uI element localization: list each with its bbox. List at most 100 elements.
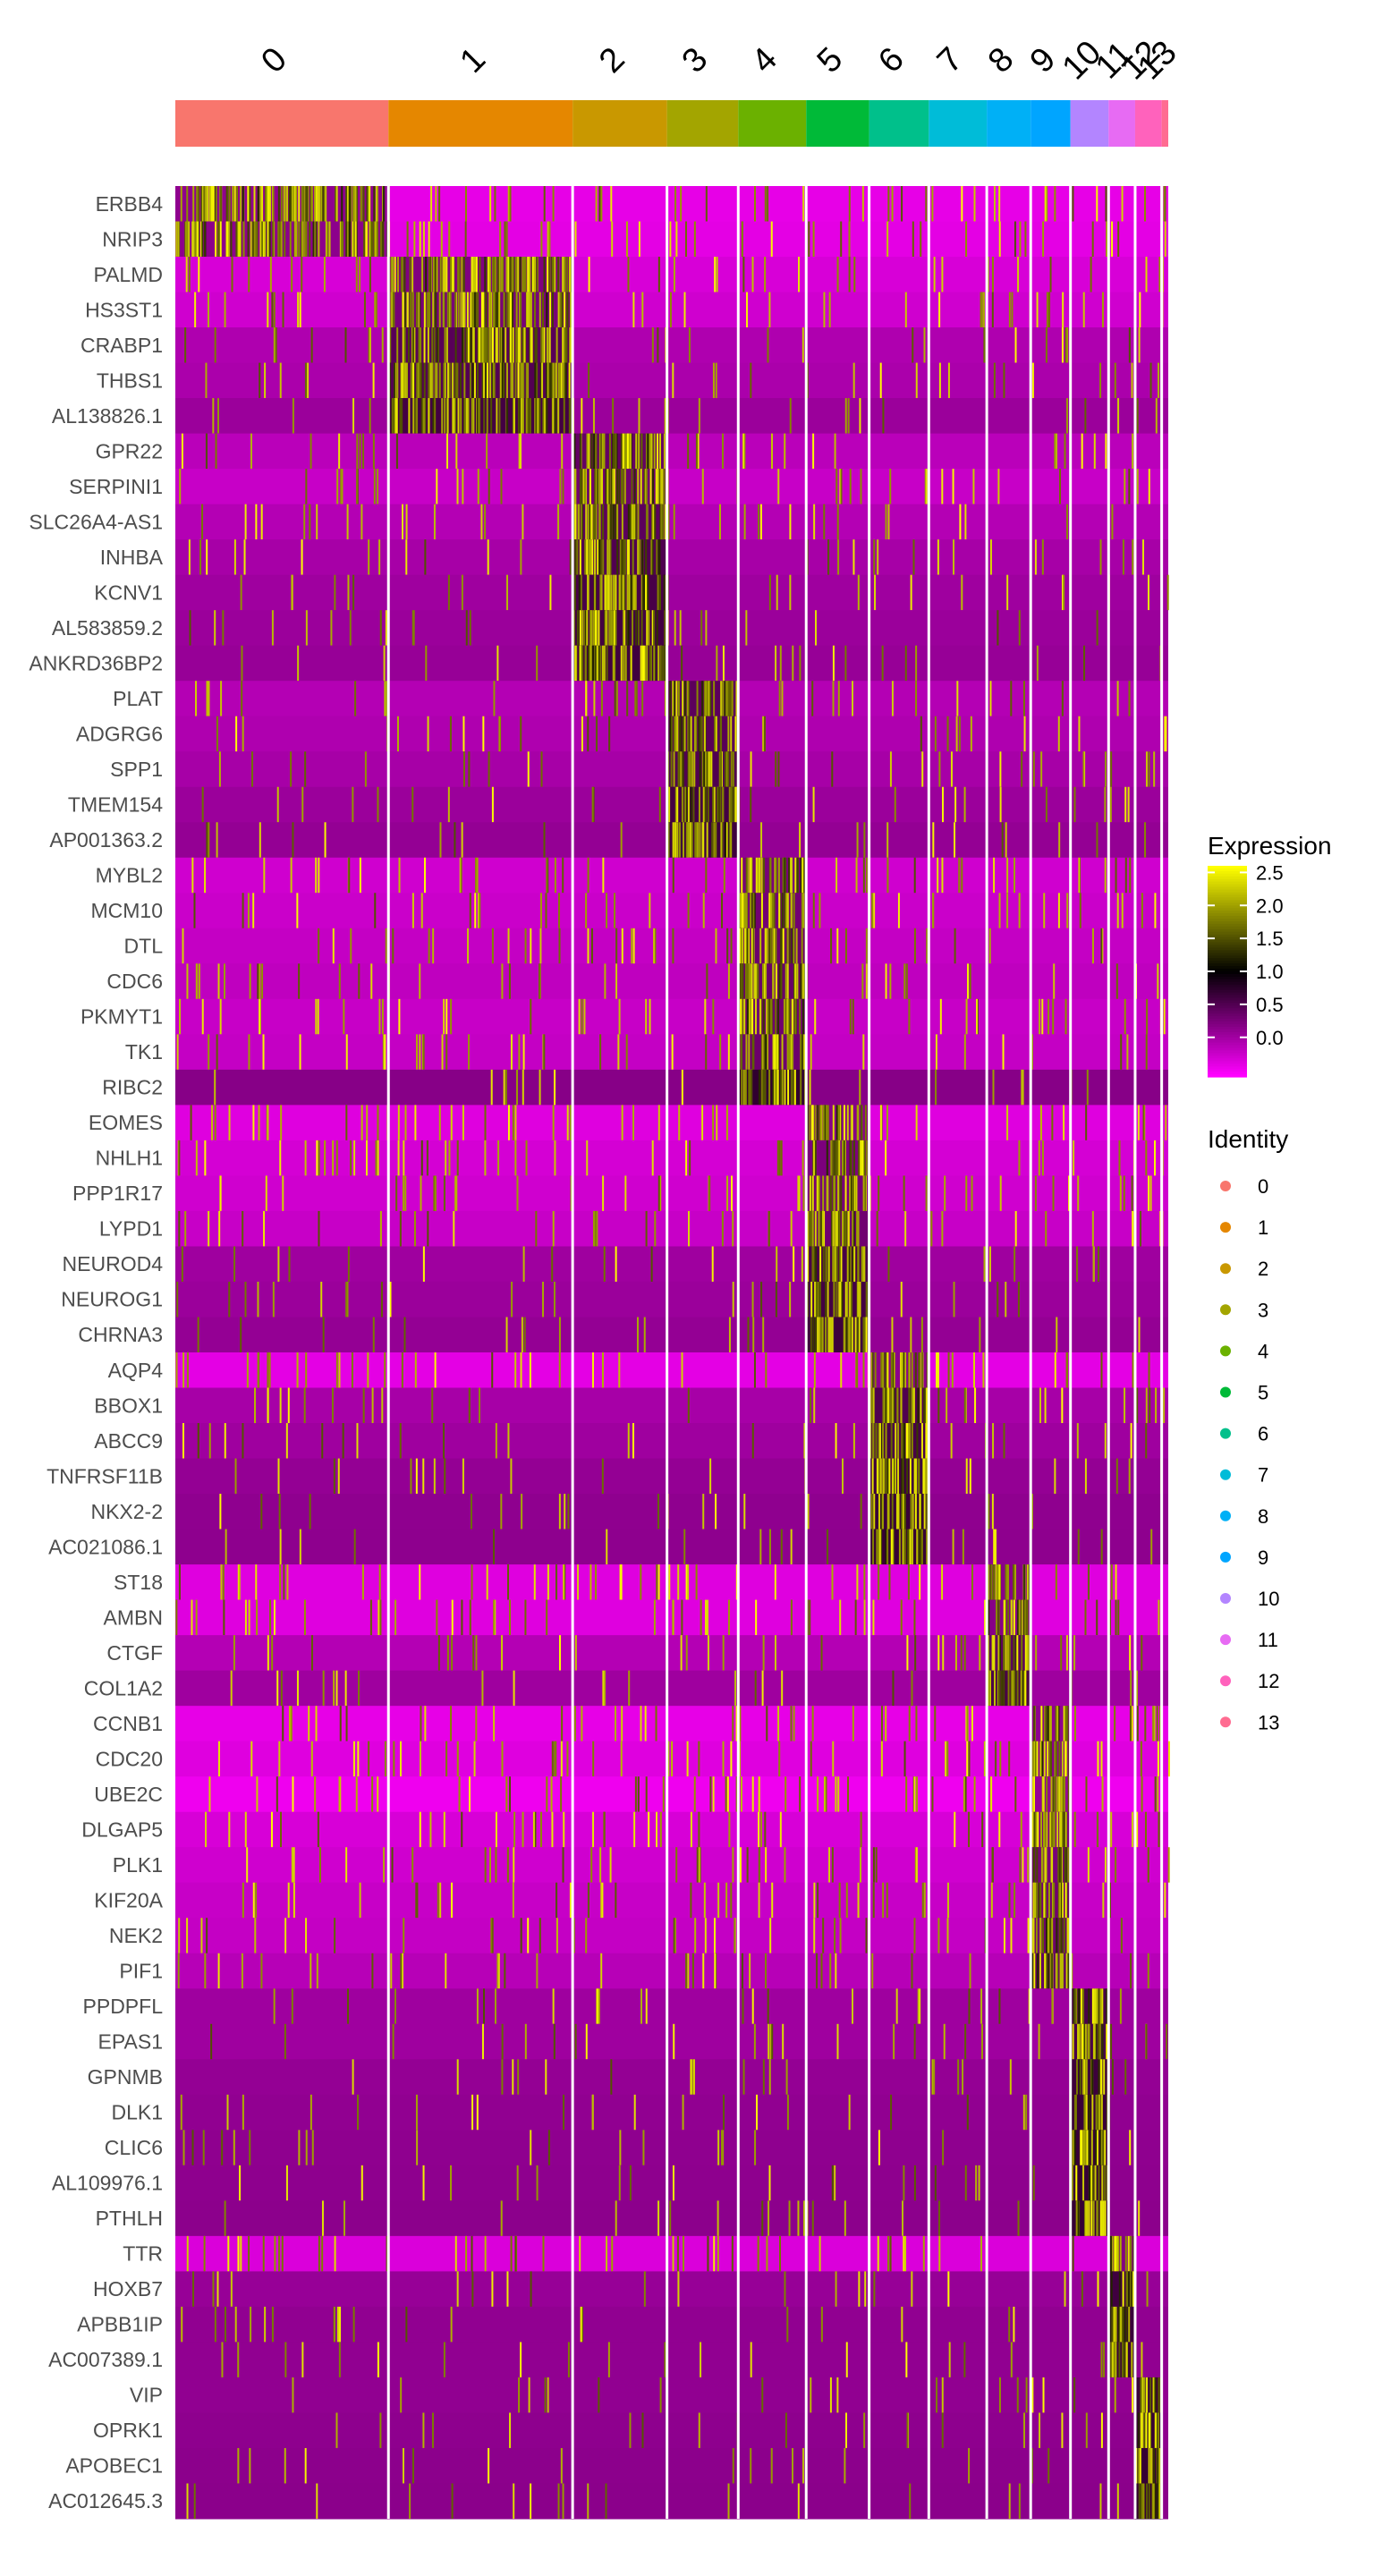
heatmap-cell-block [1070, 1210, 1109, 1247]
heatmap-cell-block [738, 1670, 807, 1707]
heatmap-cell [822, 1918, 825, 1953]
heatmap-cell [827, 1105, 829, 1140]
heatmap-cell [1064, 998, 1067, 1035]
heatmap-cell [645, 998, 648, 1035]
heatmap-cell [514, 1140, 517, 1176]
heatmap-cell [1021, 1599, 1023, 1636]
heatmap-cell [498, 716, 501, 752]
heatmap-cell [714, 257, 717, 292]
heatmap-cell [512, 362, 514, 399]
heatmap-cell [419, 1034, 421, 1070]
heatmap-cell-block [738, 1847, 807, 1884]
heatmap-cell [781, 1670, 784, 1707]
heatmap-cell-block [175, 1281, 389, 1318]
heatmap-cell-block [1108, 610, 1135, 647]
heatmap-cell [777, 751, 780, 787]
heatmap-cell [1135, 1670, 1138, 1707]
heatmap-cell [997, 1670, 1000, 1707]
heatmap-cell [623, 610, 626, 646]
heatmap-cell [233, 1246, 236, 1282]
heatmap-cell-block [1134, 1529, 1162, 1565]
heatmap-cell [561, 433, 564, 470]
heatmap-cell [573, 433, 576, 470]
heatmap-cell [764, 928, 767, 964]
heatmap-cell [633, 469, 636, 504]
heatmap-cell-block [738, 1953, 807, 1989]
heatmap-cell [1033, 1811, 1036, 1848]
heatmap-cell [728, 1811, 731, 1848]
heatmap-cell [1099, 1988, 1102, 2024]
heatmap-cell [837, 1210, 840, 1247]
heatmap-cell [1163, 1387, 1166, 1424]
heatmap-cell [316, 1140, 318, 1176]
heatmap-cell-block [1161, 1635, 1168, 1672]
heatmap-cell [554, 1140, 556, 1176]
heatmap-cell [432, 398, 435, 434]
heatmap-cell [657, 1494, 659, 1530]
heatmap-cell [1155, 398, 1158, 434]
heatmap-cell [546, 398, 548, 434]
heatmap-cell [1153, 751, 1156, 787]
heatmap-cell [709, 751, 712, 787]
heatmap-cell [563, 1564, 565, 1600]
heatmap-cell [823, 1776, 826, 1812]
heatmap-cell [632, 574, 634, 611]
heatmap-cell [481, 292, 484, 328]
heatmap-cell [484, 1847, 487, 1883]
heatmap-cell-block [666, 998, 739, 1035]
heatmap-cell [998, 1811, 1001, 1848]
heatmap-cell [705, 610, 708, 646]
heatmap-cell [632, 1423, 635, 1459]
heatmap-cell [257, 1352, 259, 1388]
heatmap-cell [912, 539, 915, 575]
heatmap-cell [813, 1918, 816, 1953]
heatmap-cell-block [929, 1458, 988, 1495]
heatmap-cell [1014, 1882, 1016, 1919]
heatmap-cell-block [1030, 1387, 1071, 1424]
heatmap-cell [891, 1317, 894, 1352]
heatmap-cell [403, 327, 406, 363]
heatmap-cell-block [1161, 1988, 1168, 2025]
heatmap-cell [735, 1706, 738, 1741]
heatmap-cell [777, 857, 780, 894]
heatmap-cell-block [572, 857, 667, 894]
heatmap-cell [588, 645, 590, 682]
heatmap-cell-block [987, 1776, 1031, 1813]
heatmap-cell [887, 504, 890, 540]
heatmap-cell-block [987, 539, 1031, 576]
heatmap-cell [224, 963, 226, 999]
heatmap-cell [785, 963, 787, 999]
heatmap-cell [769, 857, 772, 894]
heatmap-cell-block [1070, 1635, 1109, 1672]
heatmap-cell [182, 928, 184, 964]
heatmap-cell [1064, 1741, 1066, 1777]
heatmap-cell-block [1030, 469, 1071, 505]
heatmap-cell [1055, 1564, 1057, 1600]
heatmap-cell [902, 1529, 904, 1565]
heatmap-cell [689, 822, 691, 858]
heatmap-cell [716, 645, 718, 682]
heatmap-cell-block [666, 186, 739, 223]
heatmap-cell [262, 1034, 265, 1070]
heatmap-cell-block [572, 1953, 667, 1989]
heatmap-cell [839, 1105, 842, 1140]
heatmap-cell [937, 1352, 939, 1388]
heatmap-cell-block [1030, 186, 1071, 223]
heatmap-cell [633, 2094, 636, 2131]
heatmap-cell [603, 645, 606, 682]
heatmap-cell-block [666, 610, 739, 647]
heatmap-cell [418, 362, 420, 399]
heatmap-cell-block [1108, 469, 1135, 505]
heatmap-cell [216, 398, 219, 434]
heatmap-cell [806, 1599, 809, 1636]
heatmap-cell [627, 504, 630, 540]
heatmap-cell [827, 1317, 830, 1352]
heatmap-cell [299, 292, 301, 328]
heatmap-cell [663, 433, 666, 470]
heatmap-cell [937, 1387, 940, 1424]
heatmap-cell [479, 893, 481, 928]
heatmap-cell [280, 186, 283, 222]
heatmap-cell [904, 1352, 907, 1388]
heatmap-cell [471, 398, 473, 434]
heatmap-cell [641, 645, 644, 682]
